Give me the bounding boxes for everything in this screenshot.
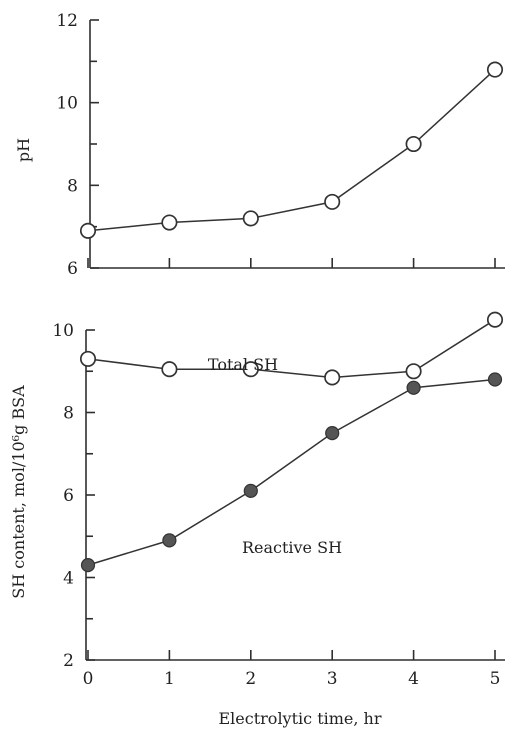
y-tick-label-1-3: 8 — [63, 404, 74, 424]
data-point-0-0-3 — [324, 193, 341, 210]
data-point-0-0-1 — [161, 214, 178, 231]
data-point-1-0-4 — [405, 363, 422, 380]
data-point-1-1-3 — [325, 426, 340, 441]
data-point-1-0-5 — [486, 311, 504, 328]
data-point-1-0-2 — [242, 361, 259, 378]
data-point-1-1-2 — [243, 483, 258, 498]
y-axis-title-1: SH content, mol/10⁶g BSA — [9, 385, 28, 599]
data-point-1-1-5 — [487, 372, 503, 387]
data-point-1-1-4 — [406, 380, 421, 395]
x-tick-label-1-5: 5 — [490, 669, 501, 689]
series-line-1-1 — [87, 378, 496, 566]
y-tick-label-0-2: 10 — [56, 94, 78, 114]
data-point-1-1-0 — [80, 558, 96, 573]
y-axis-title-0: pH — [14, 138, 33, 162]
y-tick-label-0-1: 8 — [67, 176, 78, 196]
x-tick-label-1-1: 1 — [164, 669, 175, 689]
y-tick-label-1-2: 6 — [63, 486, 74, 506]
x-tick-label-1-0: 0 — [83, 669, 94, 689]
data-point-1-0-0 — [79, 350, 97, 367]
series-label-1-1: Reactive SH — [242, 538, 342, 557]
series-line-1-0 — [87, 319, 496, 379]
data-point-0-0-2 — [242, 210, 259, 227]
x-axis-title-1: Electrolytic time, hr — [219, 709, 382, 728]
series-line-0-0 — [87, 69, 496, 232]
data-point-0-0-4 — [405, 135, 422, 153]
y-tick-label-1-0: 2 — [63, 651, 74, 671]
data-point-1-1-1 — [162, 533, 177, 548]
data-point-1-0-3 — [324, 369, 341, 386]
y-tick-label-1-4: 10 — [52, 321, 74, 341]
data-point-0-0-0 — [79, 222, 97, 239]
series-label-1-0: Total SH — [208, 355, 278, 374]
x-tick-label-1-4: 4 — [408, 669, 419, 689]
data-point-1-0-1 — [161, 361, 178, 378]
x-tick-label-1-3: 3 — [327, 669, 338, 689]
y-tick-label-1-1: 4 — [63, 569, 74, 589]
y-tick-label-0-0: 6 — [67, 259, 78, 279]
data-point-0-0-5 — [486, 61, 504, 78]
y-tick-label-0-3: 12 — [56, 11, 78, 31]
x-tick-label-1-2: 2 — [245, 669, 256, 689]
